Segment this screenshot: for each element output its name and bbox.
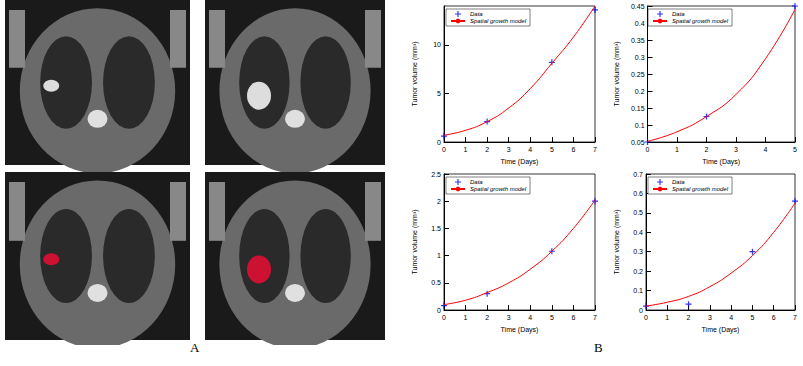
svg-text:Spatial growth model: Spatial growth model xyxy=(672,18,729,24)
svg-text:5: 5 xyxy=(437,90,441,97)
svg-text:2: 2 xyxy=(687,314,691,321)
svg-text:0.15: 0.15 xyxy=(631,105,645,112)
svg-text:Time (Days): Time (Days) xyxy=(702,158,740,166)
svg-text:4: 4 xyxy=(528,314,532,321)
html-text:A: A xyxy=(190,340,200,355)
svg-text:0: 0 xyxy=(437,307,441,314)
svg-text:2: 2 xyxy=(437,198,441,205)
svg-text:0.5: 0.5 xyxy=(431,279,441,286)
svg-text:2: 2 xyxy=(705,146,709,153)
svg-text:Spatial growth model: Spatial growth model xyxy=(470,18,527,24)
svg-text:0.05: 0.05 xyxy=(631,139,645,146)
svg-text:3: 3 xyxy=(734,146,738,153)
svg-text:6: 6 xyxy=(772,314,776,321)
svg-text:Data: Data xyxy=(470,11,483,17)
svg-text:Tumor volume (mm³): Tumor volume (mm³) xyxy=(411,209,419,274)
svg-text:Tumor volume (mm³): Tumor volume (mm³) xyxy=(613,41,621,106)
svg-text:1.5: 1.5 xyxy=(431,225,441,232)
svg-text:3: 3 xyxy=(507,314,511,321)
svg-text:6: 6 xyxy=(571,146,575,153)
html-text:B: B xyxy=(594,340,603,355)
svg-text:5: 5 xyxy=(750,314,754,321)
svg-text:0.4: 0.4 xyxy=(633,229,643,236)
svg-text:1: 1 xyxy=(665,314,669,321)
svg-text:2.5: 2.5 xyxy=(431,171,441,178)
svg-text:5: 5 xyxy=(550,146,554,153)
svg-text:2: 2 xyxy=(485,146,489,153)
svg-text:Tumor volume (mm³): Tumor volume (mm³) xyxy=(613,209,621,274)
svg-text:0.5: 0.5 xyxy=(633,209,643,216)
svg-text:0.1: 0.1 xyxy=(635,122,645,129)
svg-text:0.25: 0.25 xyxy=(631,71,645,78)
svg-text:0.1: 0.1 xyxy=(633,287,643,294)
svg-text:7: 7 xyxy=(593,314,597,321)
svg-text:Spatial growth model: Spatial growth model xyxy=(672,186,729,192)
svg-text:0.3: 0.3 xyxy=(633,248,643,255)
svg-text:1: 1 xyxy=(464,146,468,153)
svg-text:2: 2 xyxy=(485,314,489,321)
svg-text:0.2: 0.2 xyxy=(635,88,645,95)
svg-text:0.4: 0.4 xyxy=(635,20,645,27)
svg-text:0.2: 0.2 xyxy=(633,268,643,275)
svg-text:7: 7 xyxy=(793,314,797,321)
svg-text:0: 0 xyxy=(646,146,650,153)
svg-text:6: 6 xyxy=(571,314,575,321)
svg-text:0: 0 xyxy=(639,307,643,314)
svg-text:0.6: 0.6 xyxy=(633,190,643,197)
svg-text:0: 0 xyxy=(442,314,446,321)
svg-text:0.3: 0.3 xyxy=(635,54,645,61)
svg-text:0: 0 xyxy=(437,139,441,146)
svg-text:0: 0 xyxy=(442,146,446,153)
svg-text:Data: Data xyxy=(672,179,685,185)
svg-text:1: 1 xyxy=(464,314,468,321)
svg-text:1: 1 xyxy=(437,252,441,259)
svg-text:4: 4 xyxy=(528,146,532,153)
svg-text:Data: Data xyxy=(672,11,685,17)
svg-text:10: 10 xyxy=(433,41,441,48)
svg-text:3: 3 xyxy=(507,146,511,153)
svg-text:5: 5 xyxy=(793,146,797,153)
svg-text:0: 0 xyxy=(644,314,648,321)
svg-text:0.35: 0.35 xyxy=(631,37,645,44)
svg-text:4: 4 xyxy=(729,314,733,321)
svg-text:3: 3 xyxy=(708,314,712,321)
svg-text:1: 1 xyxy=(675,146,679,153)
svg-text:4: 4 xyxy=(764,146,768,153)
svg-text:7: 7 xyxy=(593,146,597,153)
svg-text:Time (Days): Time (Days) xyxy=(501,158,539,166)
svg-text:0.7: 0.7 xyxy=(633,171,643,178)
svg-text:0.45: 0.45 xyxy=(631,3,645,10)
svg-text:5: 5 xyxy=(550,314,554,321)
svg-text:Tumor volume (mm³): Tumor volume (mm³) xyxy=(411,41,419,106)
svg-text:Spatial growth model: Spatial growth model xyxy=(470,186,527,192)
svg-text:Data: Data xyxy=(470,179,483,185)
svg-text:Time (Days): Time (Days) xyxy=(702,326,740,334)
svg-text:Time (Days): Time (Days) xyxy=(501,326,539,334)
